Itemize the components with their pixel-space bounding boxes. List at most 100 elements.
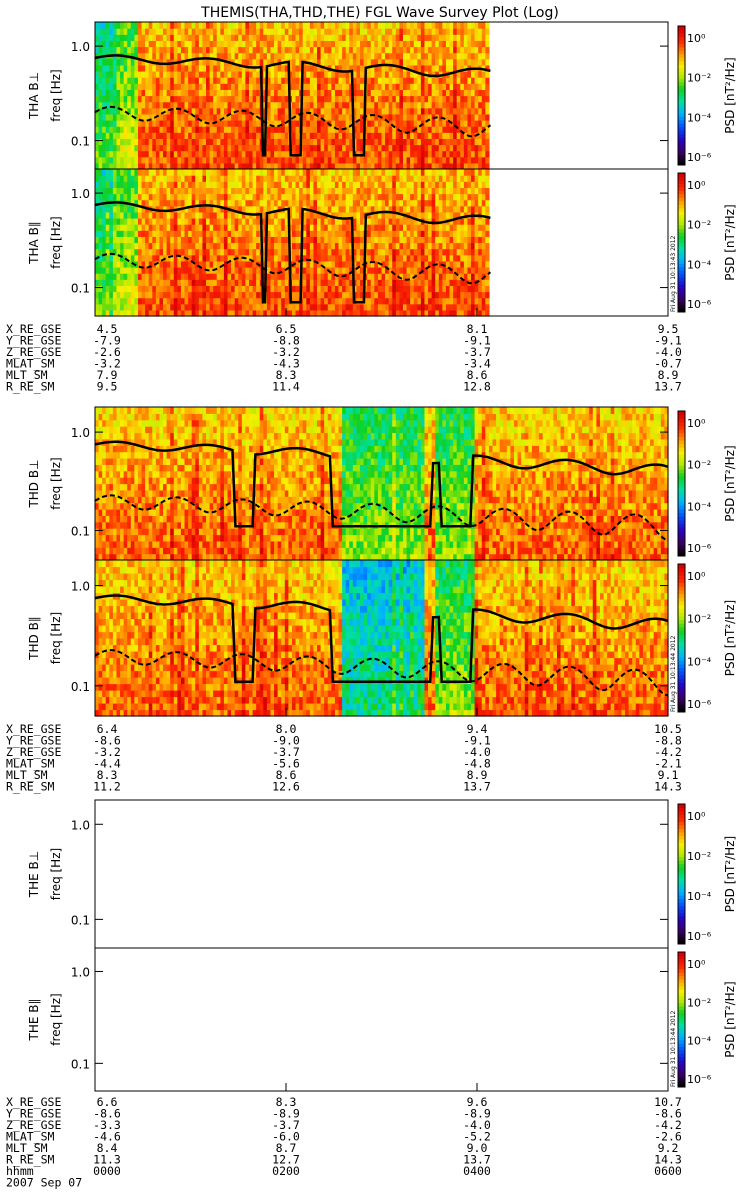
spectrogram-cell [209, 71, 214, 78]
spectrogram-cell [109, 291, 114, 299]
spectrogram-cell [209, 58, 214, 66]
spectrogram-cell [349, 193, 354, 201]
spectrogram-cell [467, 113, 472, 121]
spectrogram-cell [141, 175, 146, 182]
spectrogram-cell [385, 95, 390, 103]
spectrogram-cell [299, 181, 304, 188]
spectrogram-cell [213, 156, 218, 164]
spectrogram-cell [284, 126, 289, 133]
spectrogram-cell [281, 34, 286, 41]
spectrogram-cell [392, 297, 397, 305]
spectrogram-cell [234, 58, 239, 66]
spectrogram-cell [166, 46, 171, 54]
spectrogram-cell [291, 248, 297, 256]
spectrogram-cell [417, 273, 422, 280]
spectrogram-cell [291, 89, 297, 97]
spectrogram-cell [284, 28, 289, 35]
spectrogram-cell [281, 40, 286, 48]
spectrogram-cell [252, 205, 257, 213]
spectrogram-cell [413, 120, 418, 127]
spectrogram-cell [159, 95, 164, 103]
spectrogram-cell [320, 193, 325, 201]
spectrogram-cell [112, 273, 118, 280]
spectrogram-cell [159, 113, 164, 121]
spectrogram-cell [145, 89, 150, 97]
spectrogram-cell [402, 187, 408, 195]
spectrogram-cell [184, 22, 189, 29]
spectrogram-cell [467, 150, 472, 158]
spectrogram-cell [352, 279, 358, 286]
spectrogram-cell [137, 218, 143, 225]
spectrogram-cell [195, 291, 200, 299]
spectrogram-cell [402, 46, 408, 54]
spectrogram-cell [209, 138, 214, 146]
spectrogram-cell [252, 150, 257, 158]
spectrogram-cell [392, 236, 397, 244]
spectrogram-cell [428, 156, 433, 164]
spectrogram-cell [123, 132, 128, 139]
spectrogram-cell [177, 181, 182, 188]
spectrogram-cell [170, 107, 175, 115]
spectrogram-cell [180, 297, 186, 305]
spectrogram-cell [385, 267, 390, 274]
spectrogram-cell [102, 267, 107, 274]
spectrogram-cell [445, 22, 451, 29]
spectrogram-cell [98, 132, 103, 139]
spectrogram-cell [460, 77, 465, 84]
spectrogram-cell [202, 303, 207, 311]
spectrogram-cell [374, 40, 379, 48]
spectrogram-cell [163, 34, 168, 41]
spectrogram-cell [460, 46, 465, 54]
spectrogram-cell [155, 181, 161, 188]
spectrogram-cell [141, 40, 146, 48]
spectrogram-cell [374, 28, 379, 35]
spectrogram-cell [460, 138, 465, 146]
spectrogram-cell [342, 181, 347, 188]
spectrogram-cell [223, 132, 229, 139]
spectrogram-cell [223, 113, 229, 121]
spectrogram-cell [137, 46, 143, 54]
spectrogram-cell [363, 52, 368, 60]
spectrogram-cell [352, 218, 358, 225]
spectrogram-cell [105, 28, 110, 35]
spectrogram-cell [241, 175, 247, 182]
spectrogram-cell [227, 285, 232, 293]
spectrogram-cell [198, 211, 204, 219]
spectrogram-cell [245, 28, 250, 35]
spectrogram-cell [295, 120, 300, 127]
spectrogram-cell [223, 267, 229, 274]
spectrogram-cell [291, 279, 297, 286]
spectrogram-cell [331, 193, 336, 201]
spectrogram-cell [406, 187, 411, 195]
spectrogram-cell [274, 285, 279, 293]
spectrogram-cell [223, 144, 229, 152]
spectrogram-cell [256, 150, 261, 158]
spectrogram-cell [152, 40, 157, 48]
spectrogram-cell [417, 144, 422, 152]
spectrogram-cell [299, 58, 304, 66]
spectrogram-cell [238, 285, 243, 293]
spectrogram-cell [180, 254, 186, 262]
spectrogram-cell [231, 150, 236, 158]
spectrogram-cell [202, 254, 207, 262]
spectrogram-cell [112, 120, 118, 127]
spectrogram-cell [317, 279, 322, 286]
spectrogram-cell [170, 248, 175, 256]
spectrogram-cell [195, 132, 200, 139]
spectrogram-cell [105, 211, 110, 219]
spectrogram-cell [342, 230, 347, 237]
spectrogram-cell [320, 34, 325, 41]
spectrogram-cell [159, 230, 164, 237]
spectrogram-cell [288, 211, 293, 219]
spectrogram-cell [413, 303, 418, 311]
spectrogram-cell [327, 175, 332, 182]
spectrogram-cell [420, 144, 426, 152]
spectrogram-cell [481, 101, 486, 109]
spectrogram-cell [295, 22, 300, 29]
spectrogram-cell [374, 303, 379, 311]
spectrogram-cell [216, 107, 221, 115]
spectrogram-cell [388, 144, 393, 152]
spectrogram-cell [134, 89, 139, 97]
spectrogram-cell [120, 169, 125, 176]
spectrogram-cell [428, 132, 433, 139]
